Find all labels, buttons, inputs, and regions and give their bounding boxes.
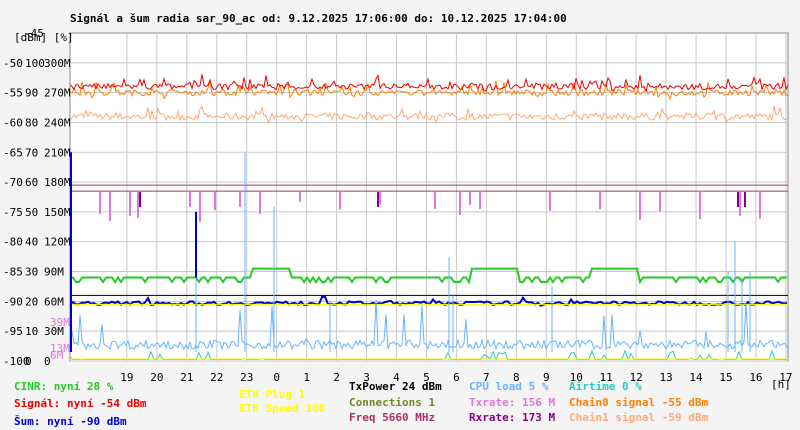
x-tick-label: 5 (423, 371, 430, 384)
x-tick-label: 15 (719, 371, 732, 384)
x-tick-label: 0 (273, 371, 280, 384)
legend-signal: Signál: nyní -54 dBm (14, 397, 147, 410)
y-tick-rate: 120M (44, 236, 71, 249)
y-tick-rate: 90M (44, 266, 64, 279)
series-cpu-line (69, 299, 789, 351)
y-tick-dbm: -75 (3, 206, 23, 219)
y-tick-percent: 0 (25, 355, 32, 368)
legend-airtime: Airtime 0 % (569, 380, 642, 393)
legend-txpower: TxPower 24 dBm (349, 380, 442, 393)
axis-labels: -50 100 300M-55 90 270M-60 80 240M-65 70 210M-70… (3, 57, 793, 384)
y-tick-dbm: -50 (3, 57, 23, 70)
y-tick-percent: 70 (25, 146, 38, 159)
y-tick-percent: 60 (25, 176, 38, 189)
y-tick-dbm: -60 (3, 116, 23, 129)
y-tick-percent: 80 (25, 116, 38, 129)
y-tick-rate: 210M (44, 146, 71, 159)
chart-title: Signál a šum radia sar_90_ac od: 9.12.20… (70, 12, 567, 25)
legend-chain1: Chain1 signal -59 dBm (569, 411, 709, 424)
y-tick-percent: 20 (25, 295, 38, 308)
y-tick-dbm: -70 (3, 176, 23, 189)
series-chain1-line (69, 105, 789, 124)
x-tick-label: 3 (363, 371, 370, 384)
series-cinr-line (70, 267, 787, 285)
y-tick-rate: 300M (44, 57, 71, 70)
x-tick-label: 17 (779, 371, 792, 384)
y-tick-percent: 100 (25, 57, 45, 70)
grid (70, 33, 788, 362)
y-tick-rate: 240M (44, 116, 71, 129)
y-tick-dbm: -65 (3, 146, 23, 159)
x-tick-label: 11 (600, 371, 613, 384)
x-tick-label: 13 (659, 371, 672, 384)
x-tick-label: 20 (150, 371, 163, 384)
y-tick-rate: 150M (44, 206, 71, 219)
legend-eth-speed: ETH Speed 100 (239, 402, 326, 415)
legend-cinr: CINR: nyní 28 % (14, 380, 114, 393)
y-tick-dbm: -55 (3, 87, 23, 100)
y-tick-percent: 10 (25, 325, 38, 338)
x-tick-label: 16 (749, 371, 762, 384)
legend-eth-plug: ETH Plug 1 (239, 388, 306, 401)
y-tick-rate-extra: 13M (50, 342, 70, 355)
y-tick-rate: 180M (44, 176, 71, 189)
legend-freq: Freq 5660 MHz (349, 411, 436, 424)
series-layer (69, 74, 789, 361)
x-tick-label: 2 (333, 371, 340, 384)
y-tick-percent: 90 (25, 87, 38, 100)
x-unit-label: [h] (771, 378, 791, 391)
series-chain0-line (69, 80, 789, 101)
corner-top-label: -45 (24, 27, 44, 40)
x-tick-label: 12 (630, 371, 643, 384)
x-tick-label: 7 (483, 371, 490, 384)
legend-cpu: CPU load 5 % (469, 380, 549, 393)
y-tick-rate: 0 (44, 355, 51, 368)
x-tick-label: 19 (120, 371, 133, 384)
y-tick-percent: 30 (25, 266, 38, 279)
x-tick-label: 22 (210, 371, 223, 384)
x-tick-label: 10 (570, 371, 583, 384)
y-tick-rate: 270M (44, 87, 71, 100)
y-tick-rate: 30M (44, 325, 64, 338)
series-noise-line (69, 295, 788, 307)
y-tick-dbm: -85 (3, 266, 23, 279)
legend-chain0: Chain0 signal -55 dBm (569, 396, 709, 409)
x-tick-label: 6 (453, 371, 460, 384)
x-tick-label: 21 (180, 371, 193, 384)
series-signal-line (69, 74, 789, 93)
y-tick-dbm: -90 (3, 295, 23, 308)
y-tick-percent: 40 (25, 236, 38, 249)
legend-noise: Šum: nyní -90 dBm (14, 415, 127, 428)
legend-rxrate: Rxrate: 173 M (469, 411, 556, 424)
unit-label: [dBm] [%] (14, 31, 74, 44)
x-tick-label: 14 (689, 371, 703, 384)
x-tick-label: 1 (303, 371, 310, 384)
y-tick-rate: 60M (44, 295, 64, 308)
x-tick-label: 8 (513, 371, 520, 384)
y-tick-dbm: -95 (3, 325, 23, 338)
x-tick-label: 4 (393, 371, 400, 384)
legend-connections: Connections 1 (349, 396, 436, 409)
x-tick-label: 23 (240, 371, 253, 384)
y-tick-dbm: -80 (3, 236, 23, 249)
x-tick-label: 9 (543, 371, 550, 384)
y-tick-percent: 50 (25, 206, 38, 219)
legend-txrate: Txrate: 156 M (469, 396, 556, 409)
y-tick-dbm: -100 (3, 355, 30, 368)
y-tick-rate-extra: 6M (50, 349, 64, 362)
y-tick-rate-extra: 39M (50, 316, 70, 329)
